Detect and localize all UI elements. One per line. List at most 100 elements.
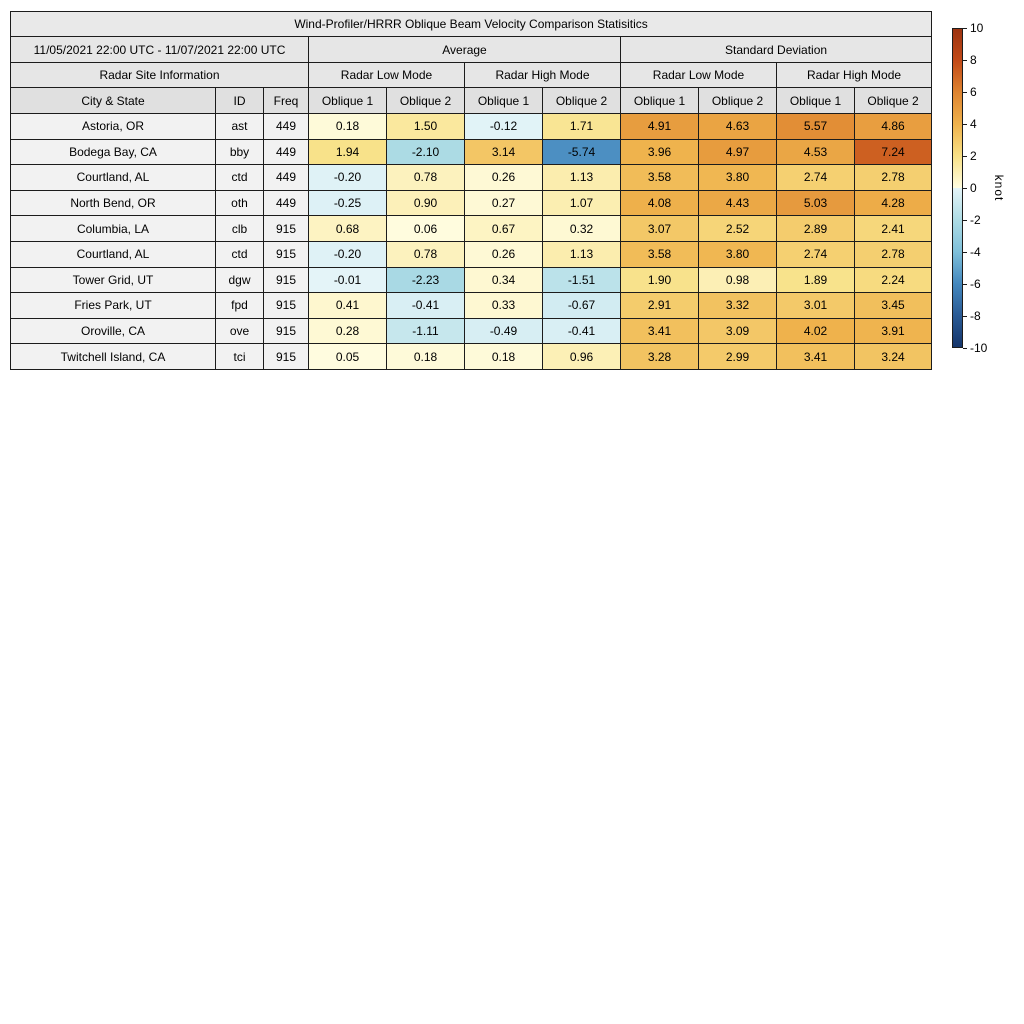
value-cell: 3.14 <box>464 138 543 166</box>
value-cell: 0.90 <box>386 189 465 217</box>
freq-cell: 915 <box>263 317 309 345</box>
value-cell: 3.01 <box>776 292 855 319</box>
freq-cell: 915 <box>263 215 309 242</box>
value-cell: 3.58 <box>620 240 699 268</box>
column-header: Oblique 1 <box>464 87 543 114</box>
site-id-cell: bby <box>215 138 264 166</box>
value-cell: 0.41 <box>308 292 387 319</box>
table-row: Courtland, AL ctd 915 -0.20 0.78 0.26 1.13 3.58… <box>10 240 933 268</box>
value-cell: 4.28 <box>853 189 933 217</box>
table-row: Tower Grid, UT dgw 915 -0.01 -2.23 0.34 -1.51 1… <box>10 266 933 294</box>
colorbar-tick <box>963 187 967 189</box>
freq-cell: 915 <box>263 240 309 268</box>
value-cell: 2.78 <box>853 240 933 268</box>
site-info-header: Radar Site Information <box>10 62 309 88</box>
colorbar-tick <box>963 251 967 253</box>
value-cell: 1.13 <box>542 164 621 191</box>
value-cell: 0.27 <box>464 189 543 217</box>
table-row: Bodega Bay, CA bby 449 1.94 -2.10 3.14 -5.74 3.… <box>10 138 933 166</box>
freq-cell: 449 <box>263 138 309 166</box>
value-cell: -0.01 <box>308 266 387 294</box>
column-header: Oblique 1 <box>776 87 855 114</box>
column-header-row: City & State ID Freq Oblique 1 Oblique 2 Obli… <box>10 87 933 114</box>
value-cell: 5.03 <box>776 189 855 217</box>
mode-header: Radar Low Mode <box>308 62 465 88</box>
mode-header: Radar High Mode <box>464 62 621 88</box>
stats-table: Wind-Profiler/HRRR Oblique Beam Velocity… <box>9 11 933 370</box>
value-cell: 4.63 <box>698 113 777 140</box>
colorbar-tick <box>963 347 967 349</box>
colorbar-tick <box>963 219 967 221</box>
value-cell: 4.08 <box>620 189 699 217</box>
column-header: Oblique 1 <box>308 87 387 114</box>
site-id-cell: ast <box>215 113 264 140</box>
group-header-average: Average <box>308 36 621 63</box>
value-cell: 2.74 <box>776 240 855 268</box>
site-id-cell: fpd <box>215 292 264 319</box>
colorbar-tick-label: 6 <box>970 85 977 99</box>
value-cell: 3.45 <box>853 292 933 319</box>
value-cell: -0.41 <box>386 292 465 319</box>
freq-cell: 915 <box>263 343 309 370</box>
colorbar-tick <box>963 315 967 317</box>
city-cell: Courtland, AL <box>10 164 216 191</box>
value-cell: 1.13 <box>542 240 621 268</box>
colorbar-gradient <box>952 28 963 348</box>
column-header: Oblique 1 <box>620 87 699 114</box>
value-cell: 1.94 <box>308 138 387 166</box>
mode-header: Radar Low Mode <box>620 62 777 88</box>
colorbar-tick <box>963 155 967 157</box>
site-id-cell: clb <box>215 215 264 242</box>
value-cell: 1.71 <box>542 113 621 140</box>
value-cell: -2.23 <box>386 266 465 294</box>
column-header: Oblique 2 <box>853 87 933 114</box>
value-cell: 1.07 <box>542 189 621 217</box>
value-cell: 1.89 <box>776 266 855 294</box>
table-row: Astoria, OR ast 449 0.18 1.50 -0.12 1.71 4.91 4.… <box>10 113 933 140</box>
value-cell: 4.53 <box>776 138 855 166</box>
value-cell: 0.18 <box>386 343 465 370</box>
value-cell: 4.86 <box>853 113 933 140</box>
freq-cell: 915 <box>263 292 309 319</box>
colorbar-tick-label: 0 <box>970 181 977 195</box>
table-row: North Bend, OR oth 449 -0.25 0.90 0.27 1.07 4.0… <box>10 189 933 217</box>
value-cell: 0.34 <box>464 266 543 294</box>
value-cell: 2.78 <box>853 164 933 191</box>
city-cell: Oroville, CA <box>10 317 216 345</box>
city-cell: Columbia, LA <box>10 215 216 242</box>
value-cell: 4.02 <box>776 317 855 345</box>
value-cell: 0.28 <box>308 317 387 345</box>
value-cell: 3.24 <box>853 343 933 370</box>
value-cell: 2.91 <box>620 292 699 319</box>
colorbar-tick-label: 10 <box>970 21 984 35</box>
value-cell: 3.96 <box>620 138 699 166</box>
mode-header: Radar High Mode <box>775 62 933 88</box>
value-cell: 3.91 <box>853 317 933 345</box>
value-cell: 3.80 <box>698 240 777 268</box>
column-header: City & State <box>10 87 216 114</box>
value-cell: 0.98 <box>698 266 777 294</box>
city-cell: Astoria, OR <box>10 113 216 140</box>
colorbar-tick <box>963 283 967 285</box>
colorbar-tick-label: -6 <box>970 277 981 291</box>
city-cell: Twitchell Island, CA <box>10 343 216 370</box>
colorbar-tick <box>963 123 967 125</box>
colorbar-tick-label: -4 <box>970 245 981 259</box>
value-cell: 0.78 <box>386 164 465 191</box>
value-cell: -0.67 <box>542 292 621 319</box>
value-cell: -0.49 <box>464 317 543 345</box>
colorbar-tick-label: 8 <box>970 53 977 67</box>
table-row: Courtland, AL ctd 449 -0.20 0.78 0.26 1.13 3.58… <box>10 164 933 191</box>
colorbar-tick-label: -2 <box>970 213 981 227</box>
value-cell: 2.24 <box>853 266 933 294</box>
value-cell: 2.41 <box>853 215 933 242</box>
value-cell: 1.50 <box>386 113 465 140</box>
value-cell: -0.20 <box>308 164 387 191</box>
value-cell: 3.41 <box>620 317 699 345</box>
table-row: Columbia, LA clb 915 0.68 0.06 0.67 0.32 3.07 2.… <box>10 215 933 242</box>
table-body: Astoria, OR ast 449 0.18 1.50 -0.12 1.71 4.91 4.… <box>10 113 933 370</box>
value-cell: 5.57 <box>776 113 855 140</box>
value-cell: -0.25 <box>308 189 387 217</box>
title-row: Wind-Profiler/HRRR Oblique Beam Velocity… <box>9 11 933 37</box>
city-cell: Bodega Bay, CA <box>10 138 216 166</box>
